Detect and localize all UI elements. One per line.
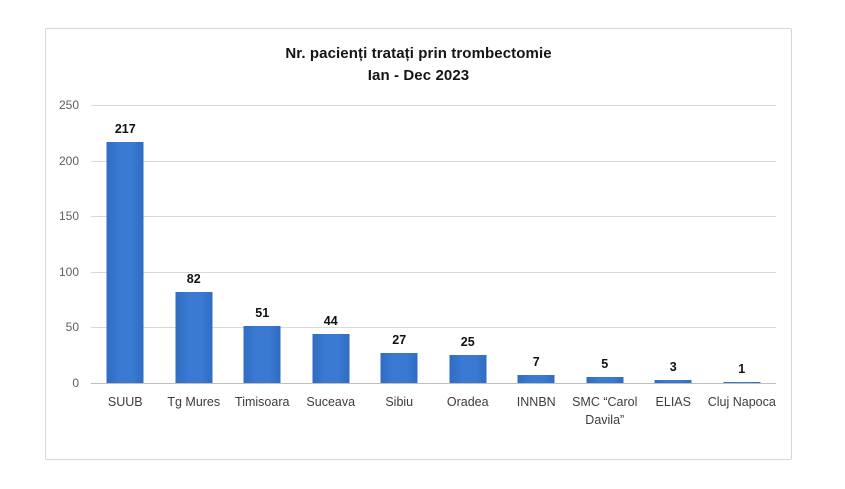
y-tick-label: 50 (65, 320, 79, 335)
bar (380, 352, 418, 383)
bar (449, 355, 487, 383)
chart-title: Nr. pacienți tratați prin trombectomie (285, 45, 552, 62)
x-category-label: SUUB (107, 395, 143, 409)
bar-value-label: 25 (460, 335, 475, 350)
chart-title-block: Nr. pacienți tratați prin trombectomie I… (46, 43, 791, 87)
x-category-label: Sibiu (385, 395, 414, 409)
y-tick-label: 100 (58, 264, 79, 279)
y-tick-label: 150 (58, 209, 79, 224)
plot-area: 217 SUUB 82 Tg Mures 51 Timisoara 44 Suceava 27 S… (59, 98, 777, 427)
chart-subtitle: Ian - Dec 2023 (367, 67, 470, 84)
y-tick-label: 250 (58, 98, 79, 112)
bar-column: 3 ELIAS (639, 105, 708, 409)
bar-column: 217 SUUB (91, 105, 160, 409)
x-category-label: Oradea (446, 395, 489, 409)
bar (106, 141, 144, 383)
bar (175, 291, 213, 383)
gridline (91, 160, 776, 162)
bar-column: 5 SMC “Carol Davila” (571, 105, 640, 427)
bar (723, 381, 761, 383)
bar-value-label: 51 (255, 306, 270, 321)
bar-value-label: 7 (532, 355, 540, 370)
x-category-label: Suceava (306, 395, 356, 409)
bar-value-label: 1 (738, 361, 746, 376)
bar-column: 25 Oradea (434, 105, 503, 409)
bar (654, 379, 692, 383)
gridline (91, 271, 776, 273)
bar-column: 82 Tg Mures (160, 105, 229, 409)
y-tick-label: 0 (72, 376, 79, 390)
bar-column: 7 INNBN (502, 105, 571, 409)
bar (517, 375, 555, 383)
bar (586, 377, 624, 383)
bar (243, 326, 281, 383)
y-tick-label: 200 (58, 153, 79, 168)
gridline (91, 216, 776, 218)
x-category-label: SMC “Carol Davila” (572, 395, 638, 427)
bar-value-label: 217 (114, 121, 136, 136)
bar-column: 44 Suceava (297, 105, 366, 409)
bar-column: 1 Cluj Napoca (708, 105, 777, 409)
x-category-label: Tg Mures (167, 395, 221, 409)
gridline (91, 327, 776, 329)
x-category-label: Cluj Napoca (707, 395, 776, 409)
x-axis-line (91, 383, 776, 384)
bar-column: 27 Sibiu (365, 105, 434, 409)
bar (312, 334, 350, 383)
bar-value-label: 27 (392, 332, 407, 347)
x-category-label: Timisoara (235, 395, 290, 409)
bar-value-label: 44 (323, 314, 338, 329)
chart-frame: Nr. pacienți tratați prin trombectomie I… (45, 28, 792, 460)
x-category-label: INNBN (516, 395, 556, 409)
gridline (91, 105, 776, 106)
bar-value-label: 3 (669, 359, 677, 374)
bar-value-label: 5 (601, 357, 609, 372)
x-category-label: ELIAS (655, 395, 691, 409)
bar-column: 51 Timisoara (228, 105, 297, 409)
bar-value-label: 82 (186, 271, 201, 286)
bar-columns: 217 SUUB 82 Tg Mures 51 Timisoara 44 Suceava 27 S… (91, 105, 777, 427)
